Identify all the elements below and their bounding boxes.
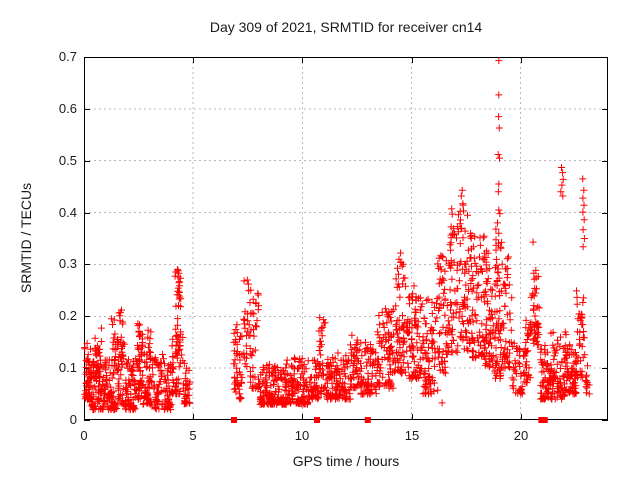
axis-marker-square <box>314 417 320 423</box>
x-axis-label: GPS time / hours <box>292 453 400 469</box>
y-tick-label: 0.5 <box>58 153 77 168</box>
plot-frame <box>84 57 608 420</box>
y-tick-label: 0.2 <box>58 308 77 323</box>
x-tick-label: 5 <box>189 428 197 443</box>
scatter-points <box>81 57 593 414</box>
axis-marker-square <box>541 417 548 423</box>
y-tick-label: 0 <box>69 412 77 427</box>
axis-marker-square <box>538 417 545 423</box>
axis-marker-square <box>231 417 237 423</box>
y-tick-label: 0.7 <box>58 49 77 64</box>
axis-ticks <box>84 57 608 421</box>
y-tick-label: 0.4 <box>58 205 77 220</box>
x-tick-label: 15 <box>404 428 420 443</box>
y-tick-label: 0.1 <box>58 360 77 375</box>
x-tick-label: 20 <box>513 428 529 443</box>
y-tick-label: 0.6 <box>58 101 77 116</box>
chart-title: Day 309 of 2021, SRMTID for receiver cn1… <box>209 19 483 35</box>
axis-marker-square <box>364 417 371 423</box>
x-tick-label: 0 <box>80 428 88 443</box>
y-tick-label: 0.3 <box>58 256 77 271</box>
x-tick-label: 10 <box>294 428 310 443</box>
y-axis-label: SRMTID / TECUs <box>18 182 34 294</box>
